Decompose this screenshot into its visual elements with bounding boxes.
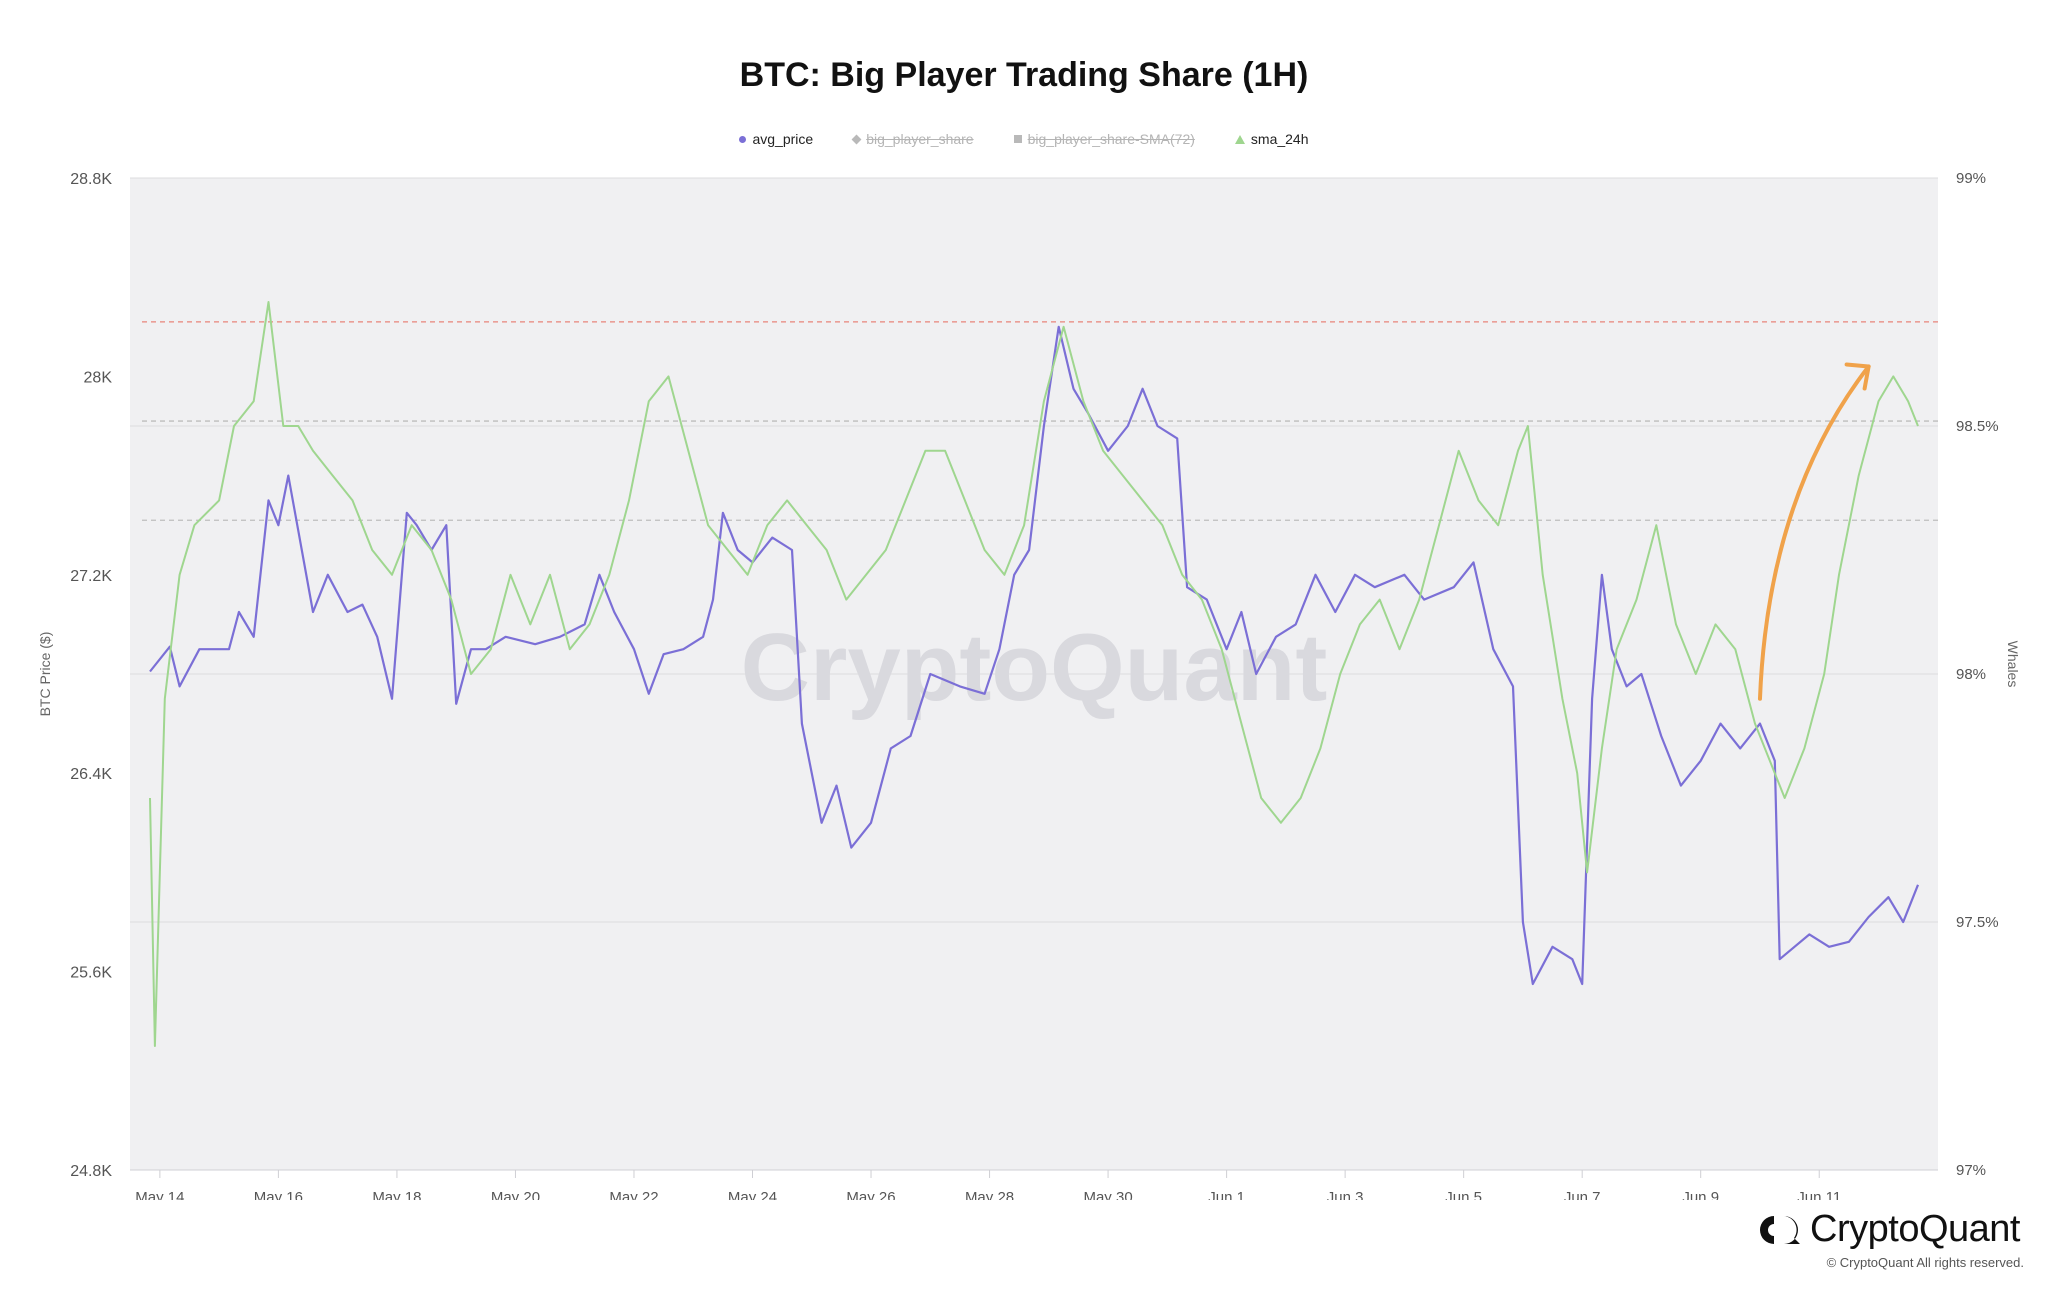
legend-item-avg-price[interactable]: avg_price xyxy=(739,131,813,147)
x-tick-label: Jun 11 xyxy=(1797,1189,1841,1200)
series-layer xyxy=(149,301,1920,1047)
brand-logo: CryptoQuant xyxy=(1756,1208,2020,1251)
x-axis: May 14 May 16 May 18 May 20 May 22 May 24 May … xyxy=(130,1169,1938,1200)
watermark: CryptoQuant xyxy=(741,614,1328,721)
y-left-tick-label: 26.4K xyxy=(70,766,112,783)
y-axis-right-title: Whales xyxy=(2005,641,2021,688)
y-left-tick-label: 28K xyxy=(84,369,113,386)
x-tick-label: May 30 xyxy=(1083,1189,1132,1200)
legend-item-label: avg_price xyxy=(752,131,814,147)
copyright-text: © CryptoQuant All rights reserved. xyxy=(1826,1255,2024,1270)
x-tick-label: Jun 3 xyxy=(1327,1189,1364,1200)
chart-area: CryptoQuant 28.8K 28K 27.2K 26.4K 25.6K 24.8K… xyxy=(37,170,2021,1200)
circle-marker-icon xyxy=(739,135,747,143)
x-tick-label: May 16 xyxy=(254,1189,303,1200)
legend-item-sma-24h[interactable]: sma_24h xyxy=(1234,131,1309,147)
legend-item-big-player-share[interactable]: big_player_share xyxy=(851,131,974,147)
y-left-tick-label: 25.6K xyxy=(70,965,112,982)
chart-title: BTC: Big Player Trading Share (1H) xyxy=(739,56,1309,94)
series-line-avg-price[interactable] xyxy=(149,325,1920,986)
y-right-tick-label: 97% xyxy=(1956,1162,1986,1179)
y-right-tick-label: 99% xyxy=(1956,170,1986,187)
cryptoquant-logo-icon xyxy=(1760,1215,1801,1244)
y-right-tick-label: 98.5% xyxy=(1956,418,1999,435)
x-tick-label: May 18 xyxy=(372,1189,421,1200)
legend-item-label: big_player_share xyxy=(866,131,974,147)
y-axis-right: 99% 98.5% 98% 97.5% 97% xyxy=(1956,170,1999,1179)
x-tick-label: May 24 xyxy=(728,1189,777,1200)
y-left-tick-label: 28.8K xyxy=(70,171,112,188)
x-tick-label: Jun 9 xyxy=(1682,1189,1719,1200)
x-tick-label: May 28 xyxy=(965,1189,1014,1200)
annotation-arrow-shaft xyxy=(1757,364,1871,701)
legend-item-big-player-share-sma-72-[interactable]: big_player_share-SMA(72) xyxy=(1013,131,1195,147)
series-line-sma-24h[interactable] xyxy=(149,301,1919,1047)
legend: avg_price big_player_share big_player_shar… xyxy=(0,131,2048,147)
x-tick-label: May 22 xyxy=(609,1189,658,1200)
y-right-tick-label: 98% xyxy=(1956,666,1986,683)
x-tick-label: Jun 5 xyxy=(1445,1189,1482,1200)
x-tick-label: Jun 7 xyxy=(1564,1189,1601,1200)
x-tick-label: May 26 xyxy=(846,1189,895,1200)
y-right-tick-label: 97.5% xyxy=(1956,914,1999,931)
reference-lines xyxy=(142,321,1938,521)
square-marker-icon xyxy=(1013,135,1022,143)
y-axis-left-title: BTC Price ($) xyxy=(37,632,53,717)
brand-name: CryptoQuant xyxy=(1810,1208,2020,1250)
legend-item-label: sma_24h xyxy=(1250,131,1309,147)
y-left-tick-label: 24.8K xyxy=(70,1163,112,1180)
x-tick-label: May 14 xyxy=(135,1189,184,1200)
y-axis-left: 28.8K 28K 27.2K 26.4K 25.6K 24.8K xyxy=(70,171,112,1180)
x-tick-label: May 20 xyxy=(491,1189,540,1200)
x-tick-label: Jun 1 xyxy=(1208,1189,1245,1200)
triangle-marker-icon xyxy=(1234,134,1245,144)
annotation-arrow xyxy=(1757,362,1871,701)
annotation-arrow-head xyxy=(1844,362,1871,391)
y-left-tick-label: 27.2K xyxy=(70,568,112,585)
legend-item-label: big_player_share-SMA(72) xyxy=(1027,131,1195,147)
